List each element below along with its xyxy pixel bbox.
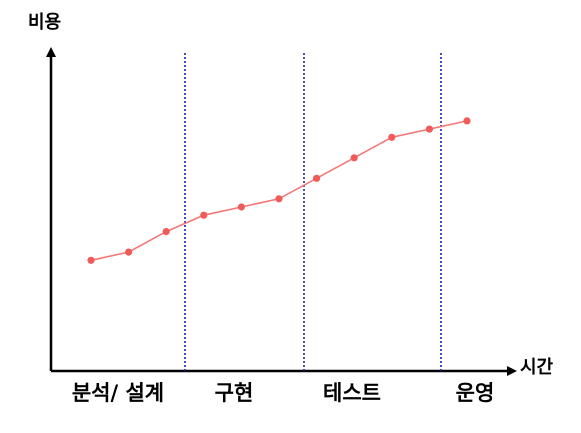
data-point-9: [388, 133, 396, 141]
data-point-5: [237, 203, 245, 211]
cost-line: [90, 120, 468, 262]
phase-labels: 분석/ 설계 구현 테스트 운영: [72, 381, 494, 405]
data-point-2: [125, 248, 133, 256]
series-layer: [87, 117, 471, 264]
x-axis-title: 시간: [520, 357, 554, 378]
data-point-10: [425, 125, 433, 133]
data-point-7: [313, 174, 321, 182]
data-point-6: [275, 195, 283, 203]
data-point-1: [87, 256, 95, 264]
phase-label-4: 운영: [456, 381, 495, 405]
data-point-4: [200, 211, 208, 219]
phase-label-3: 테스트: [323, 381, 381, 405]
phase-dividers: [184, 53, 442, 371]
data-point-8: [350, 154, 358, 162]
y-axis-title: 비용: [28, 12, 61, 33]
phase-label-1: 분석/ 설계: [72, 381, 164, 405]
phase-label-2: 구현: [215, 381, 254, 405]
data-point-3: [162, 228, 170, 236]
data-point-11: [463, 117, 471, 125]
